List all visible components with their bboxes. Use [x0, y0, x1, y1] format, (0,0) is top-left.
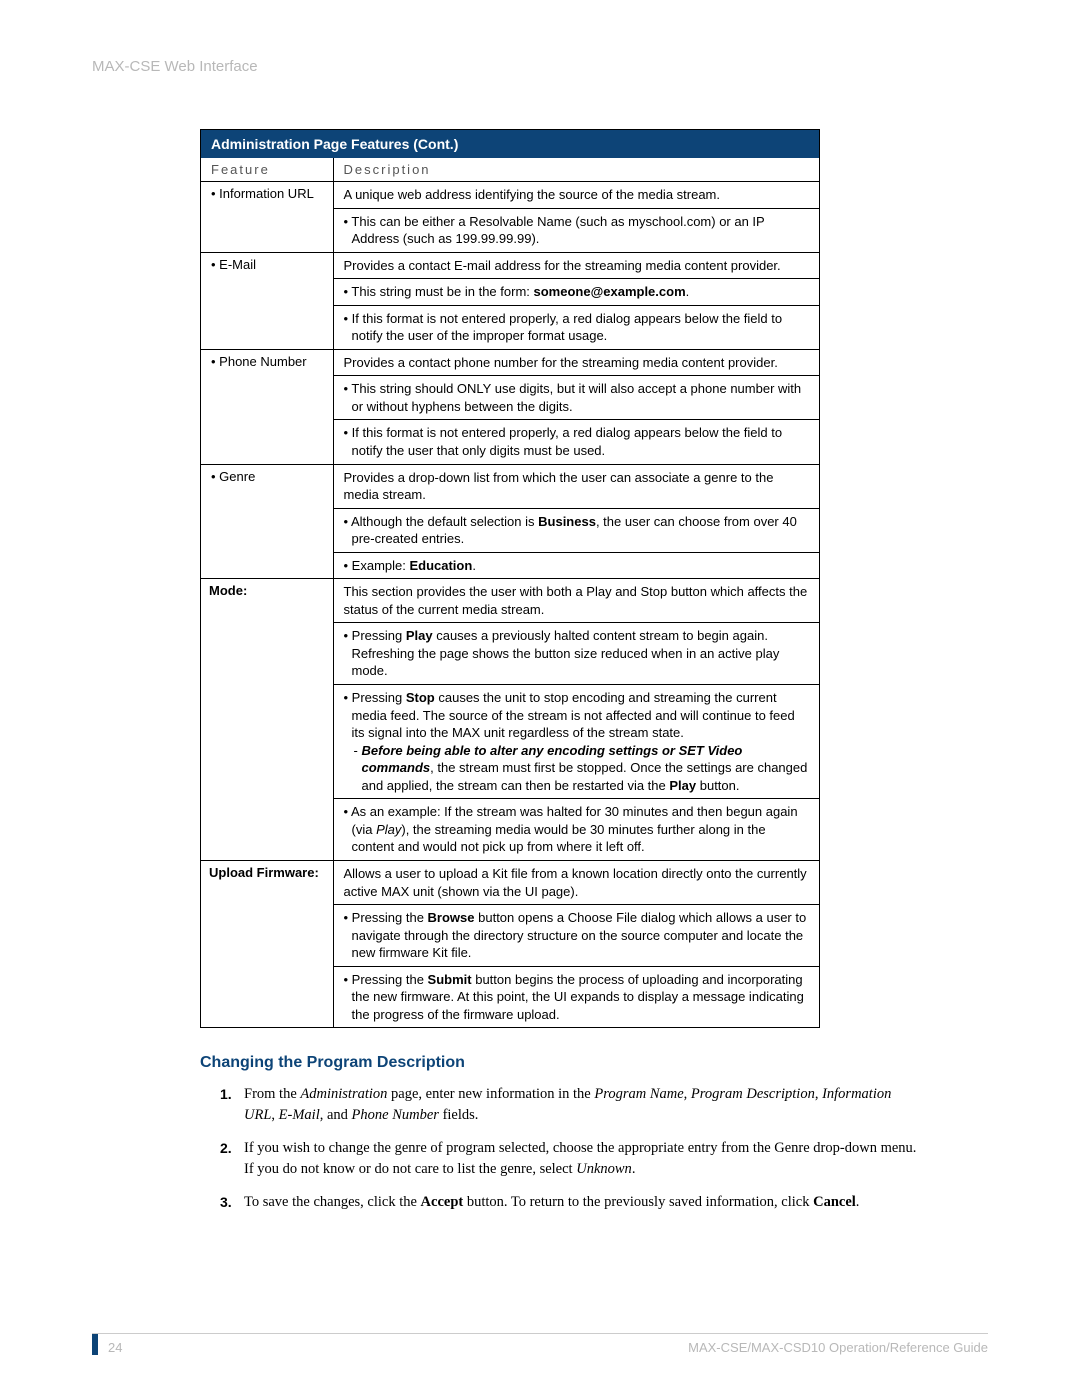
table-feature: • Information URL	[201, 182, 333, 253]
step-item: 2.If you wish to change the genre of pro…	[220, 1138, 920, 1180]
table: Feature Description • Information URLA u…	[201, 158, 819, 1027]
table-desc: Provides a contact E-mail address for th…	[333, 252, 819, 279]
table-sub: • Pressing the Browse button opens a Cho…	[333, 905, 819, 967]
table-feature: • E-Mail	[201, 252, 333, 349]
step-item: 3.To save the changes, click the Accept …	[220, 1192, 920, 1213]
steps-list: 1.From the Administration page, enter ne…	[220, 1084, 920, 1213]
table-desc: Provides a contact phone number for the …	[333, 349, 819, 376]
table-sub: • Example: Education.	[333, 552, 819, 579]
col-feature: Feature	[201, 158, 333, 182]
step-item: 1.From the Administration page, enter ne…	[220, 1084, 920, 1126]
table-sub: • This string must be in the form: someo…	[333, 279, 819, 306]
table-desc: A unique web address identifying the sou…	[333, 182, 819, 209]
table-sub: • Pressing Play causes a previously halt…	[333, 623, 819, 685]
table-desc: Provides a drop-down list from which the…	[333, 464, 819, 508]
table-sub: • This can be either a Resolvable Name (…	[333, 208, 819, 252]
table-sub: • Pressing the Submit button begins the …	[333, 966, 819, 1027]
page-header: MAX-CSE Web Interface	[92, 58, 988, 75]
table-desc: Allows a user to upload a Kit file from …	[333, 860, 819, 904]
table-feature: Mode:	[201, 579, 333, 861]
table-sub: • Although the default selection is Busi…	[333, 508, 819, 552]
table-feature: • Phone Number	[201, 349, 333, 464]
table-feature: • Genre	[201, 464, 333, 579]
table-title: Administration Page Features (Cont.)	[201, 130, 819, 158]
table-sub: • As an example: If the stream was halte…	[333, 799, 819, 861]
table-sub: • Pressing Stop causes the unit to stop …	[333, 685, 819, 799]
section-heading: Changing the Program Description	[200, 1054, 988, 1072]
page-number: 24	[108, 1340, 122, 1355]
features-table: Administration Page Features (Cont.) Fea…	[200, 129, 820, 1028]
footer-guide: MAX-CSE/MAX-CSD10 Operation/Reference Gu…	[688, 1340, 988, 1355]
table-sub: • If this format is not entered properly…	[333, 305, 819, 349]
footer: 24 MAX-CSE/MAX-CSD10 Operation/Reference…	[92, 1333, 988, 1355]
table-sub: • This string should ONLY use digits, bu…	[333, 376, 819, 420]
page: MAX-CSE Web Interface Administration Pag…	[0, 0, 1080, 1213]
table-sub: • If this format is not entered properly…	[333, 420, 819, 464]
table-feature: Upload Firmware:	[201, 860, 333, 1027]
col-description: Description	[333, 158, 819, 182]
table-desc: This section provides the user with both…	[333, 579, 819, 623]
